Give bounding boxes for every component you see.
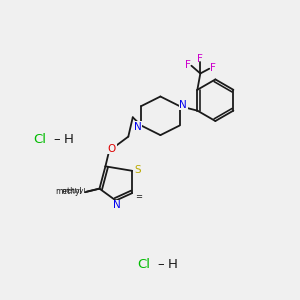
- Text: Cl: Cl: [34, 133, 46, 146]
- Text: methyl: methyl: [62, 188, 86, 194]
- Text: –: –: [157, 258, 164, 271]
- Text: H: H: [63, 133, 73, 146]
- Text: methyl: methyl: [55, 187, 82, 196]
- Text: N: N: [113, 200, 121, 210]
- Text: F: F: [210, 62, 216, 73]
- Text: O: O: [108, 143, 116, 154]
- Text: S: S: [135, 165, 141, 175]
- Text: F: F: [197, 54, 203, 64]
- Text: Cl: Cl: [138, 258, 151, 271]
- Text: –: –: [53, 133, 60, 146]
- Text: N: N: [134, 122, 141, 132]
- Text: N: N: [179, 100, 187, 110]
- Text: H: H: [167, 258, 177, 271]
- Text: =: =: [135, 192, 142, 201]
- Text: F: F: [185, 59, 191, 70]
